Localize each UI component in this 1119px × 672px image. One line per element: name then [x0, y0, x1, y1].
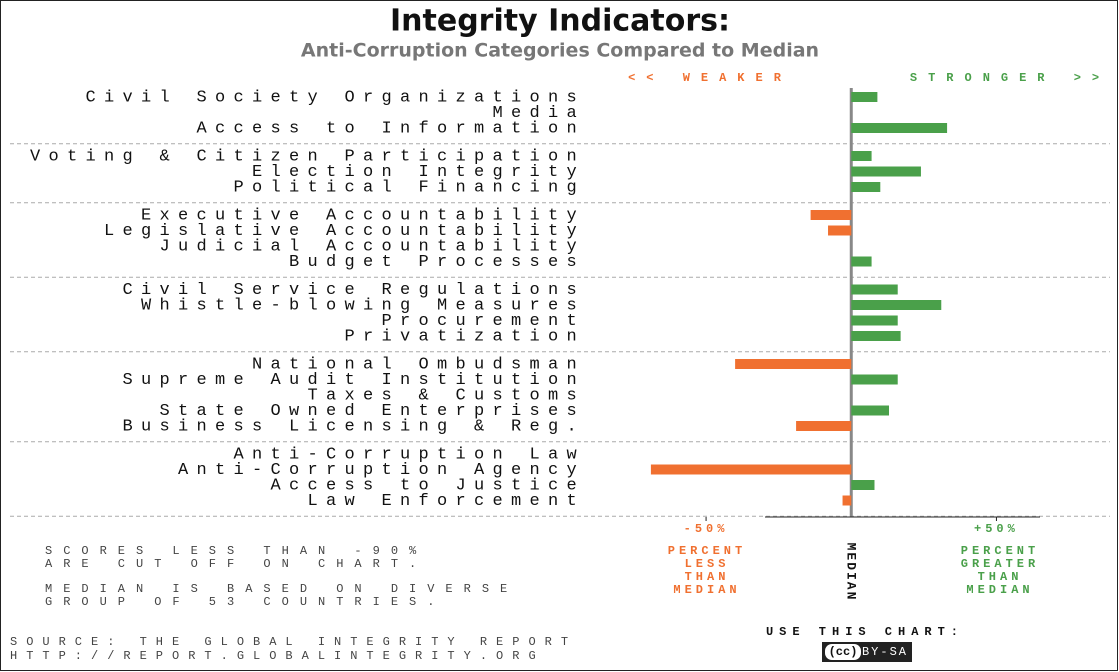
bar — [842, 495, 852, 506]
use-chart: USE THIS CHART: — [766, 625, 964, 639]
chart-subtitle: Anti-Corruption Categories Compared to M… — [301, 40, 819, 62]
bar — [828, 225, 852, 236]
bar — [851, 92, 878, 102]
note: SCORES LESS THAN -90% — [45, 544, 427, 558]
less-label: PERCENT — [668, 544, 746, 558]
category-label: Budget Processes — [289, 253, 585, 272]
category-label: Taxes & Customs — [307, 386, 585, 405]
note: MEDIAN IS BASED ON DIVERSE — [45, 582, 518, 596]
bar — [851, 182, 881, 192]
bar — [851, 374, 898, 385]
category-label: Access to Information — [196, 119, 585, 138]
less-label: MEDIAN — [673, 583, 740, 597]
category-label: Supreme Audit Institution — [122, 371, 585, 390]
source: SOURCE: THE GLOBAL INTEGRITY REPORT — [10, 635, 577, 649]
bar — [810, 210, 852, 220]
greater-label: PERCENT — [961, 544, 1039, 558]
license-text: BY-SA — [862, 645, 908, 659]
category-label: Whistle-blowing Measures — [141, 296, 585, 315]
greater-label: GREATER — [961, 557, 1039, 571]
category-label: Anti-Corruption Law — [233, 445, 585, 464]
greater-label: MEDIAN — [966, 583, 1033, 597]
category-label: Procurement — [381, 312, 585, 331]
note: ARE CUT OFF ON CHART. — [45, 557, 427, 571]
category-label: National Ombudsman — [252, 355, 585, 374]
note: GROUP OF 53 COUNTRIES. — [45, 595, 445, 609]
x-tick-label: -50% — [684, 522, 729, 536]
x-tick-label: +50% — [974, 522, 1019, 536]
bar — [851, 480, 875, 490]
greater-label: THAN — [978, 570, 1023, 584]
source: HTTP://REPORT.GLOBALINTEGRITY.ORG — [10, 649, 545, 663]
category-label: Access to Justice — [270, 476, 585, 495]
bar — [851, 315, 898, 326]
category-label: Political Financing — [233, 178, 585, 197]
stronger-label: STRONGER >> — [910, 71, 1110, 85]
cc-text: (cc) — [829, 645, 858, 659]
category-label: Judicial Accountability — [159, 237, 585, 256]
bar — [851, 166, 921, 177]
category-label: Privatization — [344, 327, 585, 346]
cc-circle — [825, 644, 861, 660]
bar — [851, 300, 942, 310]
category-label: Voting & Citizen Participation — [30, 147, 585, 166]
median-label: MEDIAN — [844, 543, 859, 602]
category-label: State Owned Enterprises — [159, 402, 585, 421]
category-label: Law Enforcement — [307, 492, 585, 511]
less-label: THAN — [685, 570, 730, 584]
category-label: Anti-Corruption Agency — [178, 461, 585, 480]
category-label: Civil Society Organizations — [85, 88, 585, 107]
category-label: Business Licensing & Reg. — [122, 417, 585, 436]
bar — [650, 464, 852, 475]
bar — [851, 256, 872, 267]
bar — [796, 421, 852, 431]
bar — [851, 405, 890, 416]
bar — [851, 284, 898, 295]
bar — [851, 123, 948, 133]
category-label: Executive Accountability — [141, 206, 585, 225]
weaker-label: << WEAKER — [628, 71, 792, 85]
category-label: Election Integrity — [252, 163, 585, 182]
less-label: LESS — [685, 557, 730, 571]
category-label: Media — [492, 104, 585, 123]
bar — [735, 359, 852, 369]
chart-title: Integrity Indicators: — [390, 4, 730, 39]
bar — [851, 331, 901, 341]
category-label: Legislative Accountability — [104, 222, 585, 241]
category-label: Civil Service Regulations — [122, 281, 585, 300]
bar — [851, 151, 872, 161]
